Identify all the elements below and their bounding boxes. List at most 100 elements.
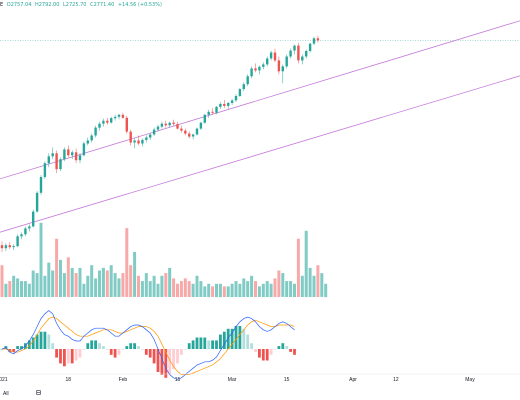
macd-histogram	[0, 326, 296, 378]
volume-bar	[250, 275, 254, 297]
candle-body	[195, 128, 199, 135]
candle-body	[308, 43, 312, 51]
macd-lines	[1, 310, 295, 380]
candle-body	[293, 45, 296, 51]
candle-body	[28, 226, 31, 229]
close-value: C2771.40	[90, 2, 115, 8]
volume-bar	[312, 275, 316, 297]
candle-body	[98, 123, 101, 128]
volume-bar	[199, 281, 203, 297]
candle-body	[269, 52, 273, 59]
time-tick-label: 12	[393, 377, 399, 383]
time-axis[interactable]: 202118Feb15Mar15Apr12May17Jun14	[0, 373, 520, 383]
volume-bar	[285, 281, 289, 297]
candle-body	[176, 124, 179, 129]
volume-bar	[222, 286, 226, 297]
volume-bar	[296, 238, 300, 297]
macd-hist-bar	[234, 326, 238, 349]
macd-hist-bar	[180, 349, 183, 355]
channel-upper-line	[0, 20, 520, 180]
volume-bar	[78, 267, 82, 297]
volume-bar	[187, 281, 191, 297]
volume-bar	[226, 286, 230, 297]
macd-hist-bar	[98, 343, 101, 349]
candle-body	[281, 66, 284, 72]
volume-bar	[191, 283, 195, 298]
volume-bar	[121, 273, 125, 297]
volume-bars	[0, 222, 328, 298]
volume-bar	[39, 222, 43, 297]
macd-hist-bar	[144, 349, 148, 355]
change-value: +14.56 (+0.53%)	[117, 2, 162, 8]
candle-body	[152, 129, 156, 135]
volume-bar	[59, 259, 62, 297]
candle-body	[20, 234, 23, 237]
volume-bar	[117, 278, 121, 297]
macd-hist-bar	[47, 334, 51, 349]
macd-hist-bar	[90, 340, 94, 349]
low-value: L2725.70	[63, 2, 87, 8]
macd-hist-bar	[102, 346, 105, 349]
candle-body	[305, 51, 308, 57]
macd-hist-bar	[156, 349, 160, 372]
volume-bar	[324, 283, 328, 298]
volume-bar	[66, 257, 70, 298]
candle-body	[172, 122, 175, 125]
macd-hist-bar	[226, 328, 230, 349]
candle-body	[250, 68, 253, 77]
candle-body	[78, 155, 82, 161]
volume-bar	[261, 283, 265, 298]
time-tick-label: Mar	[228, 377, 237, 383]
macd-hist-bar	[51, 343, 55, 349]
calendar-icon[interactable]	[36, 390, 41, 395]
volume-bar	[203, 286, 207, 297]
macd-hist-bar	[129, 343, 133, 349]
macd-hist-bar	[117, 349, 121, 355]
candle-body	[110, 118, 113, 123]
candle-body	[39, 177, 43, 193]
range-all-button[interactable]: All	[3, 391, 9, 397]
candle-body	[106, 120, 109, 123]
volume-bar	[234, 281, 238, 297]
macd-hist-bar	[35, 334, 39, 349]
volume-bar	[207, 283, 211, 298]
candle-body	[86, 140, 89, 144]
macd-hist-bar	[78, 349, 82, 358]
macd-hist-bar	[20, 346, 23, 349]
volume-bar	[172, 278, 176, 297]
volume-bar	[246, 281, 250, 297]
macd-hist-bar	[133, 343, 136, 349]
volume-bar	[215, 283, 218, 298]
volume-bar	[148, 281, 152, 297]
volume-bar	[51, 270, 55, 297]
candle-body	[168, 122, 171, 126]
parallel-channel[interactable]	[0, 0, 520, 236]
candle-body	[242, 84, 245, 90]
macd-hist-bar	[105, 349, 109, 350]
time-tick-label: 18	[66, 377, 72, 383]
macd-hist-bar	[195, 337, 199, 349]
volume-bar	[168, 267, 172, 297]
volume-bar	[4, 283, 8, 298]
candle-body	[24, 228, 27, 235]
macd-hist-bar	[207, 340, 211, 349]
macd-hist-bar	[242, 328, 246, 349]
macd-hist-bar	[203, 337, 207, 349]
high-value: H2792.00	[34, 2, 60, 8]
macd-hist-bar	[164, 349, 168, 378]
open-value: O2757.04	[6, 2, 32, 8]
macd-hist-bar	[27, 340, 31, 349]
volume-bar	[113, 273, 117, 297]
volume-bar	[23, 281, 27, 297]
candle-body	[67, 149, 70, 156]
macd-hist-bar	[141, 349, 144, 350]
candle-body	[297, 45, 300, 61]
volume-bar	[86, 275, 90, 297]
volume-bar	[140, 281, 144, 297]
macd-hist-bar	[293, 349, 296, 355]
candle-body	[47, 156, 50, 164]
volume-bar	[137, 275, 140, 297]
macd-hist-bar	[125, 346, 129, 349]
macd-hist-bar	[273, 349, 277, 350]
